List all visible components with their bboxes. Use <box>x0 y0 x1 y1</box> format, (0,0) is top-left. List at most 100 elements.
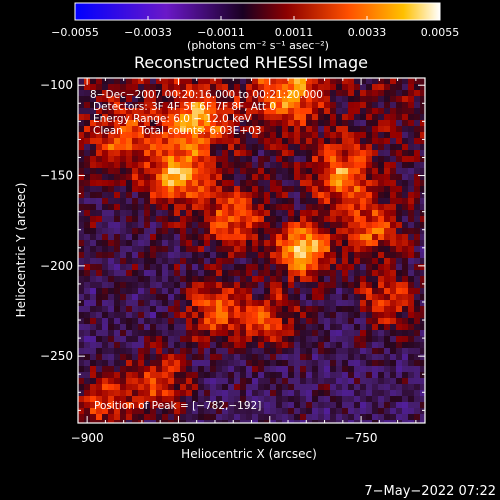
heatmap-cell <box>366 210 373 217</box>
heatmap-cell <box>144 84 151 91</box>
heatmap-cell <box>312 120 319 127</box>
heatmap-cell <box>198 162 205 169</box>
heatmap-cell <box>210 354 217 361</box>
colorbar-tick-label: 0.0011 <box>275 26 314 39</box>
heatmap-cell <box>258 108 265 115</box>
heatmap-cell <box>318 390 325 397</box>
heatmap-cell <box>108 222 115 229</box>
heatmap-cell <box>384 192 391 199</box>
heatmap-cell <box>150 270 157 277</box>
heatmap-cell <box>204 282 211 289</box>
heatmap-cell <box>186 276 193 283</box>
heatmap-cell <box>396 396 403 403</box>
heatmap-cell <box>258 312 265 319</box>
heatmap-cell <box>396 318 403 325</box>
heatmap-cell <box>360 240 367 247</box>
heatmap-cell <box>168 258 175 265</box>
heatmap-cell <box>108 96 115 103</box>
heatmap-cell <box>96 306 103 313</box>
heatmap-cell <box>396 300 403 307</box>
heatmap-cell <box>402 222 409 229</box>
heatmap-cell <box>306 282 313 289</box>
y-tick-label: −150 <box>40 169 73 183</box>
heatmap-cell <box>420 186 425 193</box>
heatmap-cell <box>420 126 425 133</box>
heatmap-cell <box>120 186 127 193</box>
heatmap-cell <box>264 162 271 169</box>
heatmap-cell <box>84 408 91 415</box>
heatmap-cell <box>360 378 367 385</box>
heatmap-cell <box>366 138 373 145</box>
heatmap-cell <box>306 150 313 157</box>
heatmap-cell <box>126 408 133 415</box>
heatmap-cell <box>318 414 325 421</box>
heatmap-cell <box>264 306 271 313</box>
heatmap-cell <box>192 168 199 175</box>
heatmap-cell <box>390 234 397 241</box>
heatmap-cell <box>210 78 217 85</box>
heatmap-cell <box>162 396 169 403</box>
heatmap-cell <box>210 306 217 313</box>
heatmap-cell <box>354 132 361 139</box>
heatmap-cell <box>246 264 253 271</box>
heatmap-cell <box>408 336 415 343</box>
heatmap-cell <box>258 258 265 265</box>
heatmap-cell <box>366 378 373 385</box>
heatmap-cell <box>264 114 271 121</box>
heatmap-cell <box>168 354 175 361</box>
heatmap-cell <box>264 270 271 277</box>
heatmap-cell <box>174 294 181 301</box>
heatmap-cell <box>102 312 109 319</box>
heatmap-cell <box>396 180 403 187</box>
heatmap-cell <box>126 264 133 271</box>
heatmap-cell <box>342 270 349 277</box>
heatmap-cell <box>390 300 397 307</box>
heatmap-cell <box>348 264 355 271</box>
heatmap-cell <box>270 276 277 283</box>
heatmap-cell <box>396 378 403 385</box>
heatmap-cell <box>372 390 379 397</box>
heatmap-cell <box>144 246 151 253</box>
heatmap-cell <box>264 228 271 235</box>
heatmap-cell <box>120 174 127 181</box>
heatmap-cell <box>96 192 103 199</box>
heatmap-cell <box>348 396 355 403</box>
heatmap-cell <box>366 108 373 115</box>
heatmap-cell <box>264 192 271 199</box>
heatmap-cell <box>402 120 409 127</box>
heatmap-cell <box>342 366 349 373</box>
heatmap-cell <box>90 336 97 343</box>
heatmap-cell <box>312 168 319 175</box>
heatmap-cell <box>402 414 409 421</box>
heatmap-cell <box>114 294 121 301</box>
heatmap-cell <box>402 360 409 367</box>
heatmap-cell <box>318 186 325 193</box>
heatmap-cell <box>312 402 319 409</box>
heatmap-cell <box>246 180 253 187</box>
heatmap-cell <box>126 330 133 337</box>
heatmap-cell <box>162 162 169 169</box>
heatmap-cell <box>252 156 259 163</box>
heatmap-cell <box>222 204 229 211</box>
heatmap-cell <box>186 300 193 307</box>
heatmap-cell <box>102 126 109 133</box>
heatmap-cell <box>306 288 313 295</box>
heatmap-cell <box>276 408 283 415</box>
heatmap-cell <box>276 132 283 139</box>
heatmap-cell <box>336 402 343 409</box>
heatmap-cell <box>252 354 259 361</box>
heatmap-cell <box>126 108 133 115</box>
heatmap-cell <box>198 126 205 133</box>
heatmap-cell <box>414 210 421 217</box>
heatmap-cell <box>192 342 199 349</box>
heatmap-cell <box>150 90 157 97</box>
heatmap-cell <box>138 198 145 205</box>
heatmap-cell <box>174 366 181 373</box>
heatmap-cell <box>186 78 193 85</box>
heatmap-cell <box>300 162 307 169</box>
heatmap-cell <box>354 228 361 235</box>
heatmap-cell <box>378 156 385 163</box>
heatmap-cell <box>420 420 425 423</box>
heatmap-cell <box>336 384 343 391</box>
heatmap-cell <box>138 186 145 193</box>
